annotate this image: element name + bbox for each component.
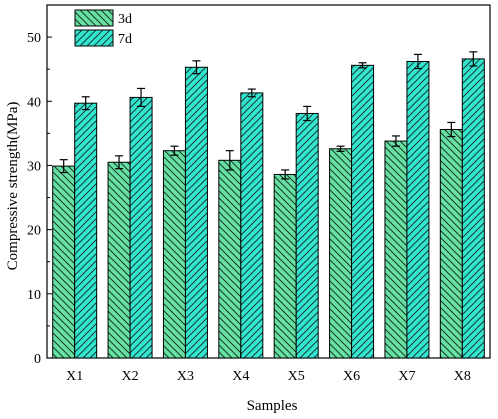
error-bar-7d-x2 — [137, 87, 146, 108]
y-axis-title: Compressive strength(MPa) — [5, 102, 21, 271]
error-bar-3d-x4 — [225, 150, 234, 171]
error-bar-3d-x6 — [336, 145, 345, 152]
bar-3d-x7 — [384, 140, 408, 359]
x-tick-label-x5: X5 — [288, 369, 305, 384]
error-bar-7d-x1 — [81, 96, 90, 111]
error-bar-7d-x8 — [469, 51, 478, 67]
error-bar-7d-x4 — [247, 88, 256, 98]
bar-3d-x6 — [329, 148, 353, 359]
bar-7d-x8 — [461, 58, 485, 359]
bars-group — [52, 58, 485, 359]
legend-label-3d: 3d — [118, 12, 132, 27]
legend-label-7d: 7d — [118, 32, 132, 47]
error-bar-7d-x3 — [192, 60, 201, 75]
y-tick-label-50: 50 — [27, 31, 41, 46]
bar-3d-x5 — [273, 173, 297, 359]
bar-3d-x8 — [439, 129, 463, 359]
x-tick-label-x2: X2 — [122, 369, 139, 384]
error-bar-3d-x3 — [170, 145, 179, 156]
error-bar-3d-x2 — [115, 155, 124, 170]
bar-3d-x2 — [107, 161, 131, 359]
y-tick-label-40: 40 — [27, 95, 41, 110]
x-tick-label-x3: X3 — [177, 369, 194, 384]
x-tick-label-x4: X4 — [232, 369, 249, 384]
bar-7d-x3 — [184, 66, 208, 359]
error-bars-group — [59, 51, 478, 180]
x-axis-title: Samples — [247, 398, 298, 414]
error-bar-7d-x5 — [303, 105, 312, 122]
error-bar-7d-x7 — [413, 53, 422, 70]
bar-7d-x6 — [351, 64, 375, 359]
error-bar-3d-x1 — [59, 159, 68, 174]
bar-3d-x1 — [52, 165, 76, 359]
bar-7d-x2 — [129, 96, 153, 359]
error-bar-7d-x6 — [358, 62, 367, 69]
bar-7d-x7 — [406, 60, 430, 359]
x-tick-label-x8: X8 — [454, 369, 471, 384]
plot-border — [46, 4, 491, 359]
bar-7d-x5 — [295, 112, 319, 359]
legend-item-7d: 7d — [74, 29, 132, 47]
y-tick-label-10: 10 — [27, 288, 41, 303]
bar-7d-x1 — [74, 102, 98, 359]
legend-swatch-7d — [74, 29, 114, 47]
y-axis: 0 10 20 30 40 50 — [27, 31, 52, 367]
x-axis: X1 X2 X3 X4 X5 X6 X7 X8 — [66, 353, 471, 384]
error-bar-3d-x7 — [391, 135, 400, 147]
plot-frame — [46, 4, 491, 359]
legend-item-3d: 3d — [74, 9, 132, 27]
error-bar-3d-x8 — [447, 121, 456, 138]
bar-3d-x3 — [162, 150, 186, 359]
y-tick-label-30: 30 — [27, 159, 41, 174]
y-tick-label-20: 20 — [27, 224, 41, 239]
legend-swatch-3d — [74, 9, 114, 27]
y-tick-label-0: 0 — [34, 352, 41, 367]
x-tick-label-x1: X1 — [66, 369, 83, 384]
bar-7d-x4 — [240, 92, 264, 359]
x-tick-label-x7: X7 — [398, 369, 415, 384]
x-tick-label-x6: X6 — [343, 369, 360, 384]
error-bar-3d-x5 — [281, 169, 290, 180]
bar-3d-x4 — [218, 159, 242, 359]
